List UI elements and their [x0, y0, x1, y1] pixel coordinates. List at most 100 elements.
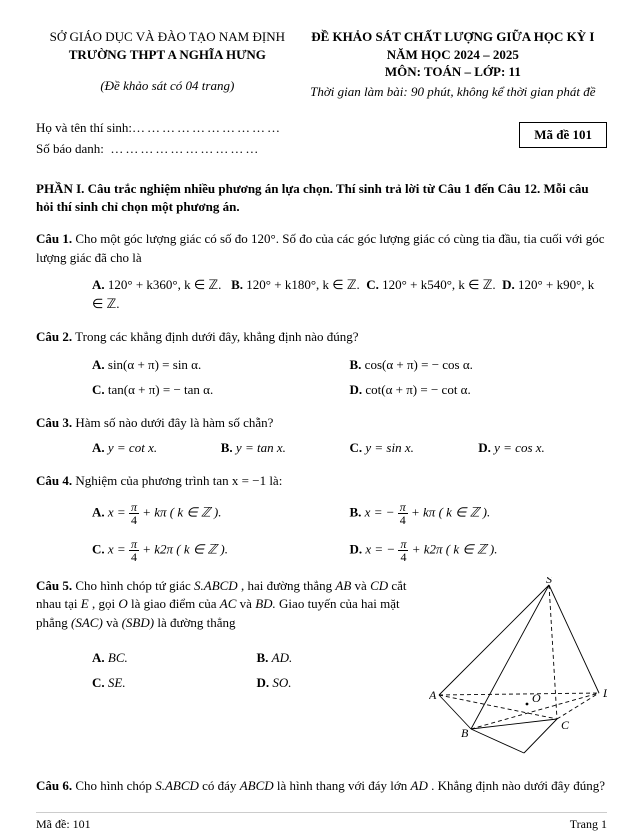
q2-label: Câu 2. [36, 329, 72, 344]
opt-b-label: B. [350, 357, 365, 372]
q5-o: O [118, 596, 127, 611]
q3-a: y = cot x. [108, 440, 157, 455]
opt-a-label: A. [92, 504, 108, 519]
q5-bd: BD. [255, 596, 276, 611]
sbd-label: Số báo danh: [36, 141, 104, 156]
candidate-info: Họ và tên thí sinh:………………………… Số báo dan… [36, 118, 282, 160]
q5-a: BC. [108, 650, 128, 665]
frac-n: π [129, 501, 139, 514]
opt-d-label: D. [257, 675, 273, 690]
footer-left: Mã đề: 101 [36, 817, 91, 832]
q5-t7: và [236, 596, 255, 611]
q2-d: cot(α + π) = − cot α. [365, 382, 470, 397]
svg-text:E: E [520, 754, 529, 757]
q4-options: A. x = π4 + kπ ( k ∈ ℤ ). B. x = − π4 + … [36, 495, 607, 563]
q5-t5: , gọi [89, 596, 119, 611]
q5-t2: , hai đường thẳng [238, 578, 336, 593]
opt-b-label: B. [221, 440, 236, 455]
svg-text:D: D [602, 686, 607, 700]
opt-c-label: C. [350, 440, 366, 455]
q1-text: Cho một góc lượng giác có số đo 120°. Số… [36, 231, 604, 265]
q1-label: Câu 1. [36, 231, 72, 246]
q4-a-post: + kπ ( k ∈ ℤ ). [139, 504, 222, 519]
frac-d: 4 [398, 514, 408, 526]
q5-d: SO. [272, 675, 291, 690]
svg-text:C: C [561, 718, 570, 732]
opt-c-label: C. [366, 277, 382, 292]
q1-options: A. 120° + k360°, k ∈ ℤ. B. 120° + k180°,… [36, 276, 607, 314]
q4-c-pre: x = [108, 541, 129, 556]
pyramid-diagram: S A B C D E O [429, 577, 607, 757]
page-count-note: (Đề khảo sát có 04 trang) [36, 77, 299, 95]
opt-d-label: D. [350, 541, 366, 556]
svg-text:O: O [532, 691, 541, 705]
q4-opt-d: D. x = − π4 + k2π ( k ∈ ℤ ). [350, 538, 608, 563]
org-line: SỞ GIÁO DỤC VÀ ĐÀO TẠO NAM ĐỊNH [36, 28, 299, 46]
opt-d-label: D. [502, 277, 518, 292]
name-label: Họ và tên thí sinh: [36, 120, 132, 135]
q4-a-pre: x = [108, 504, 129, 519]
duration-note: Thời gian làm bài: 90 phút, không kể thờ… [299, 83, 607, 101]
q4-b-post: + kπ ( k ∈ ℤ ). [408, 504, 491, 519]
q1-b: 120° + k180°, k ∈ ℤ. [246, 277, 359, 292]
q3-d: y = cos x. [494, 440, 545, 455]
q3-label: Câu 3. [36, 415, 72, 430]
q5-t1: Cho hình chóp tứ giác [75, 578, 194, 593]
header: SỞ GIÁO DỤC VÀ ĐÀO TẠO NAM ĐỊNH TRƯỜNG T… [36, 28, 607, 100]
opt-b-label: B. [350, 504, 365, 519]
frac-n: π [129, 538, 139, 551]
opt-c-label: C. [92, 382, 108, 397]
opt-a-label: A. [92, 650, 108, 665]
subject-line: MÔN: TOÁN – LỚP: 11 [299, 63, 607, 81]
q4-d-pre: x = − [365, 541, 398, 556]
sbd-dots: ………………………… [110, 141, 260, 156]
svg-text:A: A [429, 688, 437, 702]
q4-d-post: + k2π ( k ∈ ℤ ). [408, 541, 497, 556]
q2-text: Trong các khẳng định dưới đây, khẳng địn… [75, 329, 358, 344]
svg-text:S: S [546, 577, 552, 586]
q5-t9: và [103, 615, 122, 630]
q5-sbd: (SBD) [122, 615, 155, 630]
q5-text-block: Câu 5. Cho hình chóp tứ giác S.ABCD , ha… [36, 577, 429, 693]
header-left: SỞ GIÁO DỤC VÀ ĐÀO TẠO NAM ĐỊNH TRƯỜNG T… [36, 28, 299, 100]
footer-right: Trang 1 [570, 817, 607, 832]
q4-c-post: + k2π ( k ∈ ℤ ). [139, 541, 228, 556]
q3-c: y = sin x. [365, 440, 413, 455]
opt-c-label: C. [92, 675, 108, 690]
name-dots: ………………………… [132, 120, 282, 135]
opt-a-label: A. [92, 277, 108, 292]
q4-opt-b: B. x = − π4 + kπ ( k ∈ ℤ ). [350, 501, 608, 526]
exam-title: ĐỀ KHẢO SÁT CHẤT LƯỢNG GIỮA HỌC KỲ I [299, 28, 607, 46]
q5-sabcd: S.ABCD [194, 578, 238, 593]
exam-code-box: Mã đề 101 [519, 122, 607, 148]
q5-e: E [81, 596, 89, 611]
opt-a-label: A. [92, 440, 108, 455]
question-2: Câu 2. Trong các khẳng định dưới đây, kh… [36, 328, 607, 401]
q5-b: AD. [272, 650, 293, 665]
svg-text:B: B [461, 726, 469, 740]
q5-t3: và [351, 578, 370, 593]
opt-a-label: A. [92, 357, 108, 372]
opt-d-label: D. [478, 440, 494, 455]
frac-d: 4 [129, 514, 139, 526]
q6-label: Câu 6. [36, 778, 72, 793]
q2-a: sin(α + π) = sin α. [108, 357, 201, 372]
name-line: Họ và tên thí sinh:………………………… [36, 118, 282, 139]
page-footer: Mã đề: 101 Trang 1 [36, 812, 607, 832]
candidate-info-row: Họ và tên thí sinh:………………………… Số báo dan… [36, 118, 607, 160]
opt-c-label: C. [92, 541, 108, 556]
q3-b: y = tan x. [236, 440, 286, 455]
q4-text: Nghiệm của phương trình tan x = −1 là: [75, 473, 282, 488]
question-4: Câu 4. Nghiệm của phương trình tan x = −… [36, 472, 607, 563]
sbd-line: Số báo danh: ………………………… [36, 139, 282, 160]
frac-d: 4 [398, 551, 408, 563]
q3-options: A. y = cot x. B. y = tan x. C. y = sin x… [36, 439, 607, 458]
q5-options: A. BC. B. AD. C. SE. D. SO. [36, 643, 421, 693]
q4-b-pre: x = − [365, 504, 398, 519]
question-3: Câu 3. Hàm số nào dưới đây là hàm số chẵ… [36, 414, 607, 458]
q4-opt-a: A. x = π4 + kπ ( k ∈ ℤ ). [92, 501, 350, 526]
q4-label: Câu 4. [36, 473, 72, 488]
q2-c: tan(α + π) = − tan α. [108, 382, 213, 397]
q5-ac: AC [220, 596, 237, 611]
q1-c: 120° + k540°, k ∈ ℤ. [382, 277, 495, 292]
